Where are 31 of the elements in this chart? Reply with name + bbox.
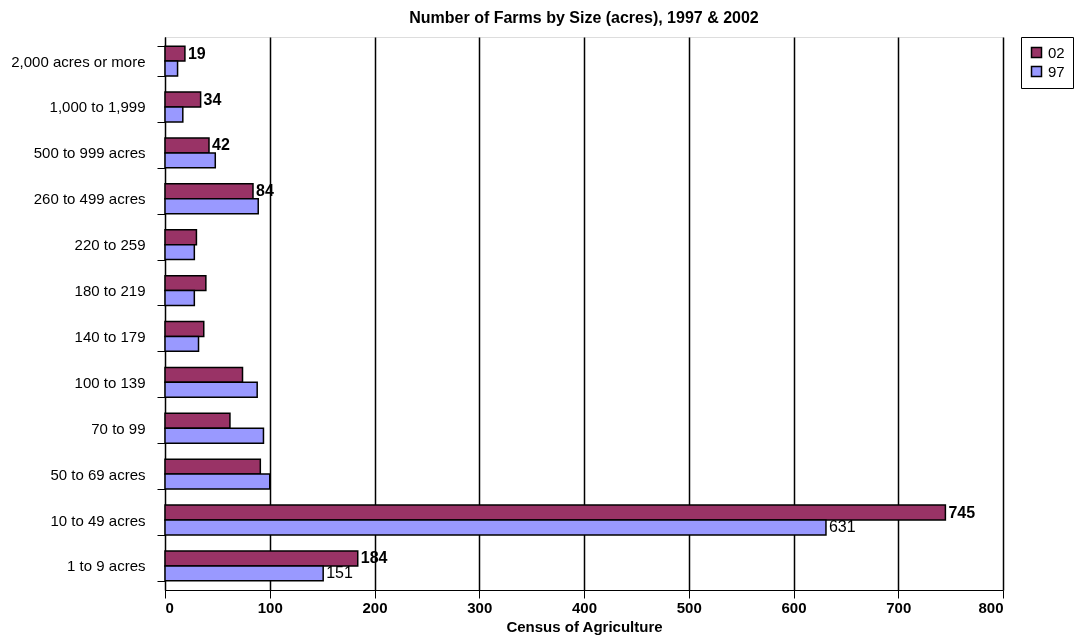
y-tick-label: 260 to 499 acres <box>33 190 146 208</box>
y-tick-label: 1,000 to 1,999 <box>49 98 146 116</box>
data-label: 745 <box>948 503 976 521</box>
y-tick-label: 100 to 139 <box>74 373 146 391</box>
y-tick-label: 140 to 179 <box>74 327 146 345</box>
legend-label: 02 <box>1048 43 1065 61</box>
y-tick-label: 10 to 49 acres <box>50 511 146 529</box>
y-tick-label: 180 to 219 <box>74 282 146 300</box>
data-label: 631 <box>828 518 856 536</box>
chart-title: Number of Farms by Size (acres), 1997 & 2002 <box>409 9 759 26</box>
x-tick-label: 800 <box>978 598 1004 616</box>
x-tick-label: 100 <box>257 598 283 616</box>
y-tick-label: 220 to 259 <box>74 236 146 254</box>
data-label: 42 <box>211 136 230 154</box>
legend-label: 97 <box>1048 62 1065 80</box>
x-axis-title: Census of Agriculture <box>506 617 663 635</box>
y-tick-label: 50 to 69 acres <box>50 465 146 483</box>
x-tick-label: 300 <box>467 598 493 616</box>
x-tick-label: 200 <box>362 598 388 616</box>
y-tick-label: 500 to 999 acres <box>33 144 146 162</box>
x-tick-label: 600 <box>781 598 807 616</box>
data-label: 151 <box>326 564 353 582</box>
x-tick-label: 700 <box>886 598 912 616</box>
data-label: 34 <box>203 90 222 108</box>
data-label: 19 <box>187 44 206 62</box>
y-tick-label: 70 to 99 <box>91 419 146 437</box>
x-tick-label: 400 <box>571 598 598 616</box>
x-tick-label: 500 <box>676 598 702 616</box>
x-tick-label: 0 <box>165 598 174 616</box>
y-tick-label: 2,000 acres or more <box>11 52 146 70</box>
y-tick-label: 1 to 9 acres <box>67 557 146 575</box>
